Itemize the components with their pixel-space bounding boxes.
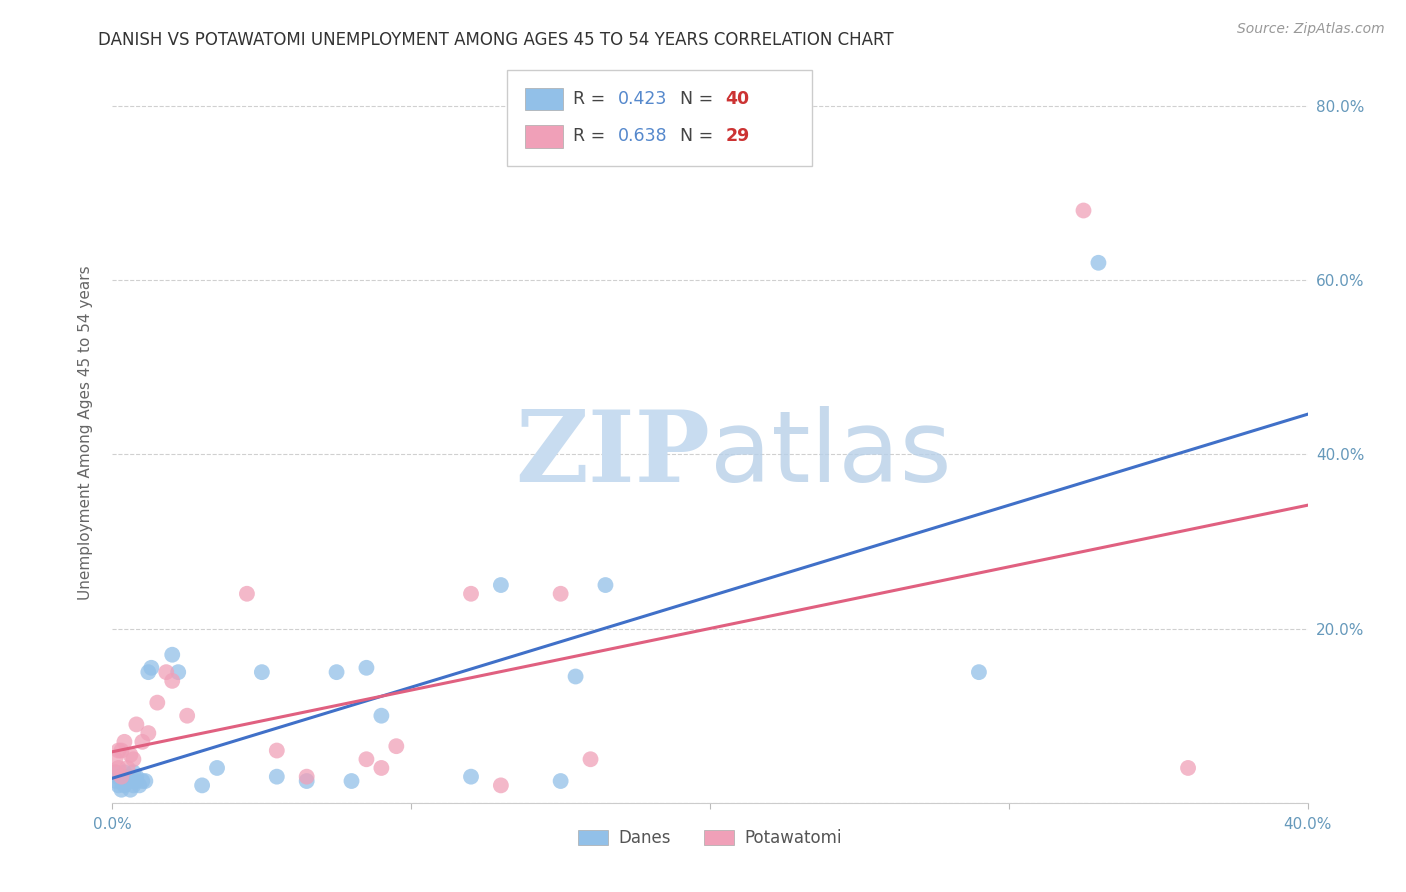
- Point: [117, 761, 139, 775]
- Point: [550, 587, 572, 601]
- Point: [138, 726, 160, 740]
- Point: [104, 752, 127, 766]
- Point: [564, 669, 586, 683]
- Point: [125, 770, 148, 784]
- Point: [125, 774, 148, 789]
- Point: [114, 735, 135, 749]
- Point: [125, 717, 148, 731]
- Point: [131, 774, 153, 789]
- Point: [138, 665, 160, 680]
- Text: 40: 40: [725, 90, 749, 108]
- Point: [114, 765, 135, 780]
- Point: [107, 761, 129, 775]
- Point: [460, 770, 482, 784]
- Text: R =: R =: [572, 90, 610, 108]
- Point: [370, 761, 392, 775]
- Point: [110, 770, 132, 784]
- Point: [266, 743, 288, 757]
- Point: [162, 648, 183, 662]
- Point: [107, 743, 129, 757]
- Text: atlas: atlas: [710, 407, 952, 503]
- Legend: Danes, Potawatomi: Danes, Potawatomi: [572, 822, 848, 854]
- FancyBboxPatch shape: [524, 126, 562, 147]
- FancyBboxPatch shape: [508, 70, 811, 166]
- Point: [162, 673, 183, 688]
- Point: [191, 778, 214, 792]
- Point: [1177, 761, 1199, 775]
- Point: [104, 765, 127, 780]
- Point: [236, 587, 259, 601]
- Point: [141, 661, 163, 675]
- Point: [110, 774, 132, 789]
- Point: [385, 739, 408, 754]
- Point: [370, 708, 392, 723]
- Point: [134, 774, 156, 789]
- Point: [122, 778, 145, 792]
- Point: [117, 770, 139, 784]
- Text: 0.423: 0.423: [619, 90, 668, 108]
- Point: [110, 743, 132, 757]
- Point: [110, 770, 132, 784]
- Text: N =: N =: [681, 90, 718, 108]
- Point: [1087, 256, 1109, 270]
- Point: [117, 774, 139, 789]
- Point: [107, 770, 129, 784]
- Text: 29: 29: [725, 128, 749, 145]
- Text: 0.638: 0.638: [619, 128, 668, 145]
- Point: [114, 778, 135, 792]
- Text: N =: N =: [681, 128, 718, 145]
- Point: [356, 661, 378, 675]
- Text: ZIP: ZIP: [515, 407, 710, 503]
- FancyBboxPatch shape: [524, 87, 562, 110]
- Point: [266, 770, 288, 784]
- Point: [122, 765, 145, 780]
- Text: DANISH VS POTAWATOMI UNEMPLOYMENT AMONG AGES 45 TO 54 YEARS CORRELATION CHART: DANISH VS POTAWATOMI UNEMPLOYMENT AMONG …: [98, 31, 894, 49]
- Y-axis label: Unemployment Among Ages 45 to 54 years: Unemployment Among Ages 45 to 54 years: [79, 265, 93, 600]
- Point: [122, 752, 145, 766]
- Point: [1073, 203, 1095, 218]
- Point: [155, 665, 177, 680]
- Point: [579, 752, 602, 766]
- Point: [250, 665, 273, 680]
- Point: [128, 778, 150, 792]
- Point: [131, 735, 153, 749]
- Point: [595, 578, 617, 592]
- Point: [104, 765, 127, 780]
- Point: [550, 774, 572, 789]
- Point: [167, 665, 190, 680]
- Point: [104, 774, 127, 789]
- Point: [967, 665, 990, 680]
- Point: [205, 761, 228, 775]
- Text: R =: R =: [572, 128, 610, 145]
- Point: [489, 778, 512, 792]
- Point: [295, 770, 318, 784]
- Point: [146, 696, 169, 710]
- Point: [110, 782, 132, 797]
- Point: [120, 747, 142, 762]
- Text: Source: ZipAtlas.com: Source: ZipAtlas.com: [1237, 22, 1385, 37]
- Point: [340, 774, 363, 789]
- Point: [356, 752, 378, 766]
- Point: [325, 665, 347, 680]
- Point: [489, 578, 512, 592]
- Point: [120, 782, 142, 797]
- Point: [295, 774, 318, 789]
- Point: [460, 587, 482, 601]
- Point: [120, 774, 142, 789]
- Point: [107, 778, 129, 792]
- Point: [176, 708, 198, 723]
